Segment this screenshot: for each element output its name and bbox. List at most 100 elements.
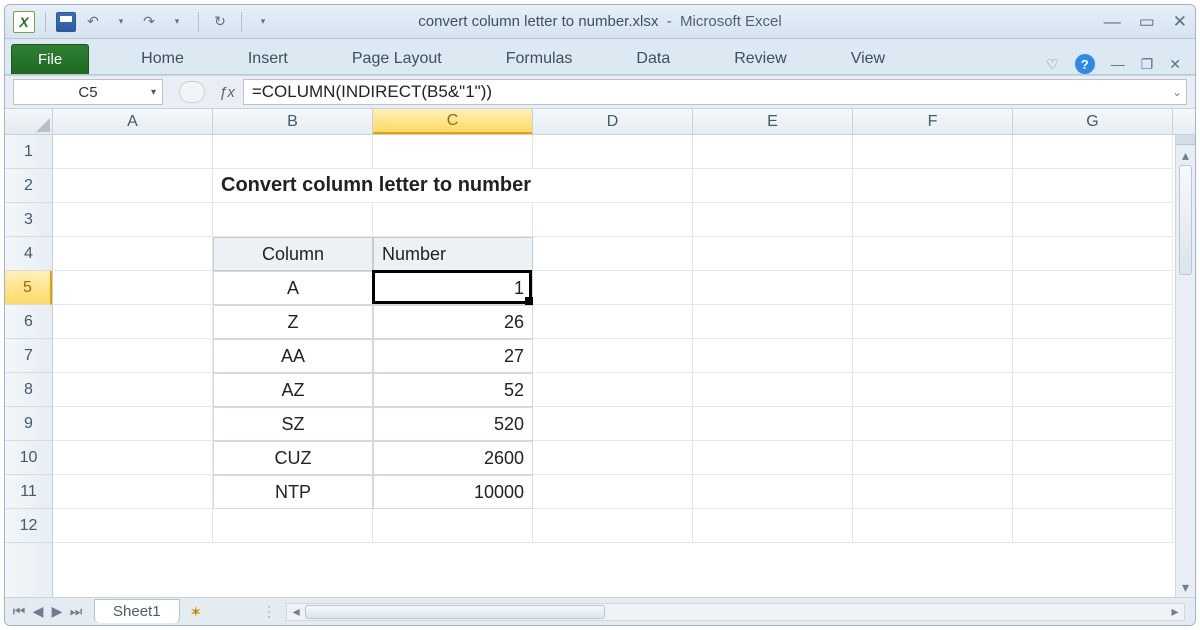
table-header-number: Number (373, 237, 533, 271)
tab-formulas[interactable]: Formulas (488, 44, 591, 74)
row-header[interactable]: 1 (5, 135, 52, 169)
formula-expand-icon[interactable]: ⌄ (1172, 85, 1182, 99)
file-tab[interactable]: File (11, 44, 89, 74)
sheet-tab-active[interactable]: Sheet1 (94, 599, 180, 623)
cancel-formula-icon[interactable] (179, 81, 205, 103)
tab-review[interactable]: Review (716, 44, 804, 74)
maximize-icon[interactable]: ▭ (1139, 12, 1155, 32)
row-header[interactable]: 6 (5, 305, 52, 339)
table-header-column: Column (213, 237, 373, 271)
table-cell[interactable]: AA (213, 339, 373, 373)
tab-view[interactable]: View (833, 44, 903, 74)
tab-insert[interactable]: Insert (230, 44, 306, 74)
row-header[interactable]: 12 (5, 509, 52, 543)
qat-customize-icon[interactable]: ▾ (252, 11, 274, 33)
sheet-nav-first-icon[interactable]: ⏮ (11, 603, 27, 620)
scroll-thumb[interactable] (1179, 165, 1192, 275)
qat-separator (241, 12, 242, 32)
workbook-close-icon[interactable]: ✕ (1169, 56, 1181, 73)
grid-body: 1 2 3 4 5 6 7 8 9 10 11 12 Conver (5, 135, 1195, 597)
table-cell[interactable]: 2600 (373, 441, 533, 475)
sheet-tab-bar: ⏮ ◀ ▶ ⏭ Sheet1 ✶ ⋮ ◂ ▸ (5, 597, 1195, 625)
appname-text: Microsoft Excel (680, 13, 782, 30)
table-cell[interactable]: 520 (373, 407, 533, 441)
table-cell[interactable]: 26 (373, 305, 533, 339)
tab-split-handle[interactable]: ⋮ (262, 603, 276, 620)
row-header[interactable]: 3 (5, 203, 52, 237)
sheet-nav-buttons: ⏮ ◀ ▶ ⏭ (5, 603, 90, 620)
fx-icon[interactable]: ƒx (219, 84, 235, 101)
col-header-D[interactable]: D (533, 109, 693, 134)
repeat-icon[interactable]: ↻ (209, 11, 231, 33)
formula-buttons: ƒx (173, 81, 243, 103)
vertical-scrollbar[interactable]: ▴ ▾ (1175, 135, 1195, 597)
qat-separator (45, 12, 46, 32)
table-cell[interactable]: 10000 (373, 475, 533, 509)
tab-page-layout[interactable]: Page Layout (334, 44, 460, 74)
table-cell[interactable]: 1 (373, 271, 533, 305)
table-cell[interactable]: A (213, 271, 373, 305)
horizontal-scrollbar[interactable]: ◂ ▸ (286, 603, 1185, 621)
cells-area[interactable]: Convert column letter to number Column N… (53, 135, 1175, 597)
excel-logo-icon[interactable]: X (13, 11, 35, 33)
sheet-nav-prev-icon[interactable]: ◀ (30, 603, 46, 620)
save-icon[interactable] (56, 12, 76, 32)
undo-dropdown-icon[interactable]: ▾ (110, 11, 132, 33)
redo-icon[interactable]: ↷ (138, 11, 160, 33)
row-header[interactable]: 10 (5, 441, 52, 475)
ribbon-minimize-icon[interactable]: ♡ (1046, 56, 1059, 73)
row-header[interactable]: 8 (5, 373, 52, 407)
row-header[interactable]: 5 (5, 271, 52, 305)
name-box-value: C5 (78, 84, 97, 101)
split-handle[interactable] (1176, 135, 1195, 145)
window-controls: ― ▭ ✕ (1104, 12, 1187, 32)
col-header-C[interactable]: C (373, 109, 533, 134)
sheet-nav-next-icon[interactable]: ▶ (49, 603, 65, 620)
formula-input[interactable]: =COLUMN(INDIRECT(B5&"1")) ⌄ (243, 79, 1187, 105)
table-cell[interactable]: SZ (213, 407, 373, 441)
col-header-E[interactable]: E (693, 109, 853, 134)
tab-data[interactable]: Data (618, 44, 688, 74)
close-icon[interactable]: ✕ (1173, 12, 1187, 32)
table-cell[interactable]: CUZ (213, 441, 373, 475)
row-header[interactable]: 11 (5, 475, 52, 509)
select-all-corner[interactable] (5, 109, 53, 134)
name-box[interactable]: C5 ▾ (13, 79, 163, 105)
table-cell[interactable]: NTP (213, 475, 373, 509)
redo-dropdown-icon[interactable]: ▾ (166, 11, 188, 33)
scroll-up-icon[interactable]: ▴ (1176, 145, 1195, 165)
row-header[interactable]: 4 (5, 237, 52, 271)
row-headers: 1 2 3 4 5 6 7 8 9 10 11 12 (5, 135, 53, 597)
row-header[interactable]: 9 (5, 407, 52, 441)
col-header-F[interactable]: F (853, 109, 1013, 134)
tab-home[interactable]: Home (123, 44, 202, 74)
table-cell[interactable]: AZ (213, 373, 373, 407)
table-cell[interactable]: Z (213, 305, 373, 339)
scroll-down-icon[interactable]: ▾ (1176, 577, 1195, 597)
name-box-dropdown-icon[interactable]: ▾ (151, 87, 156, 98)
new-sheet-icon[interactable]: ✶ (190, 603, 203, 621)
column-header-row: A B C D E F G (5, 109, 1195, 135)
scroll-right-icon[interactable]: ▸ (1166, 603, 1184, 620)
workbook-minimize-icon[interactable]: ― (1111, 56, 1125, 72)
ribbon-right-controls: ♡ ? ― ❐ ✕ (1046, 54, 1189, 74)
hscroll-thumb[interactable] (305, 605, 605, 619)
table-cell[interactable]: 52 (373, 373, 533, 407)
quick-access-toolbar: X ↶ ▾ ↷ ▾ ↻ ▾ (13, 11, 274, 33)
row-header[interactable]: 7 (5, 339, 52, 373)
minimize-icon[interactable]: ― (1104, 12, 1121, 32)
row-header[interactable]: 2 (5, 169, 52, 203)
formula-text: =COLUMN(INDIRECT(B5&"1")) (252, 82, 492, 102)
excel-window: { "title": { "filename": "convert column… (4, 4, 1196, 626)
help-icon[interactable]: ? (1075, 54, 1095, 74)
workbook-restore-icon[interactable]: ❐ (1141, 56, 1154, 73)
undo-icon[interactable]: ↶ (82, 11, 104, 33)
sheet-nav-last-icon[interactable]: ⏭ (68, 603, 84, 620)
scroll-left-icon[interactable]: ◂ (287, 603, 305, 620)
spreadsheet-grid: A B C D E F G 1 2 3 4 5 6 7 8 9 10 11 12 (5, 109, 1195, 597)
table-cell[interactable]: 27 (373, 339, 533, 373)
col-header-B[interactable]: B (213, 109, 373, 134)
scroll-track[interactable] (1176, 165, 1195, 577)
col-header-G[interactable]: G (1013, 109, 1173, 134)
col-header-A[interactable]: A (53, 109, 213, 134)
